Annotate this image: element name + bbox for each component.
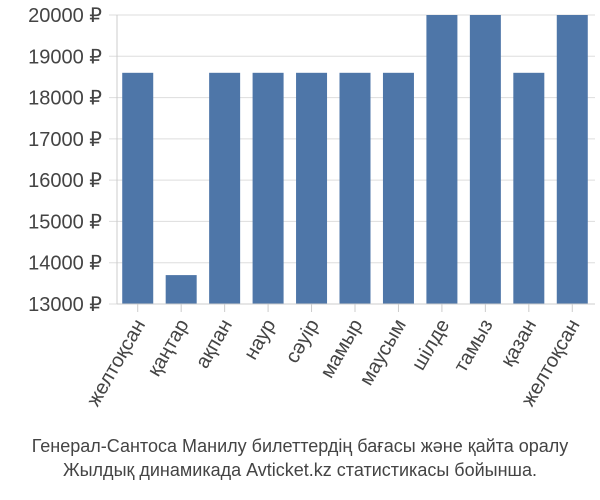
y-tick-label: 18000 ₽ [28,88,102,110]
bars [122,15,588,304]
x-tick-label: қазан [497,316,542,371]
x-tick-label: қаңтар [143,316,193,381]
y-tick-label: 15000 ₽ [28,211,102,233]
y-tick-label: 19000 ₽ [28,46,102,68]
x-tick-label: тамыз [450,316,498,377]
x-tick-label: наур [240,316,280,364]
caption-line-2: Жылдық динамикада Avticket.kz статистика… [63,460,537,480]
y-tick-label: 14000 ₽ [28,253,102,275]
bar [252,72,284,304]
bar [339,72,371,304]
x-tick-label: желтоқсан [83,316,150,411]
y-tick-label: 20000 ₽ [28,5,102,27]
bar [382,72,414,304]
bar [296,72,328,304]
x-tick-label: ақпан [191,316,236,373]
bar [513,72,545,304]
y-axis-ticks: 13000 ₽ 14000 ₽ 15000 ₽ 16000 ₽ 17000 ₽ 18000… [28,5,102,316]
bar [165,275,197,304]
x-tick-label: сәуір [281,316,323,367]
x-tick-label: шілде [408,316,455,375]
y-tick-label: 13000 ₽ [28,294,102,316]
caption-line-1: Генерал-Сантоса Манилу билеттердің бағас… [31,436,569,456]
bar [122,72,154,304]
y-tick-label: 16000 ₽ [28,170,102,192]
axes [116,15,595,305]
bar [556,15,588,304]
bar [469,15,501,304]
bar [209,72,241,304]
y-tick-label: 17000 ₽ [28,129,102,151]
bar [426,15,458,304]
